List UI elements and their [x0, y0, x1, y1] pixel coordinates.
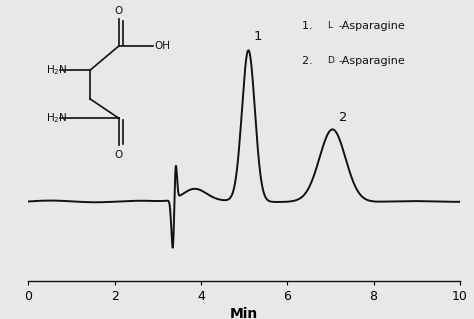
Text: 1: 1 [254, 30, 263, 43]
Text: L: L [328, 21, 332, 30]
Text: OH: OH [155, 41, 171, 51]
Text: H$_2$N: H$_2$N [46, 63, 68, 77]
Text: D: D [328, 56, 334, 65]
Text: H$_2$N: H$_2$N [46, 111, 68, 125]
Text: -Asparagine: -Asparagine [338, 21, 405, 31]
Text: 2: 2 [339, 111, 347, 124]
Text: O: O [114, 150, 123, 160]
Text: 2.: 2. [302, 56, 315, 66]
Text: O: O [114, 6, 123, 16]
Text: 1.: 1. [302, 21, 315, 31]
X-axis label: Min: Min [230, 307, 258, 319]
Text: -Asparagine: -Asparagine [338, 56, 405, 66]
